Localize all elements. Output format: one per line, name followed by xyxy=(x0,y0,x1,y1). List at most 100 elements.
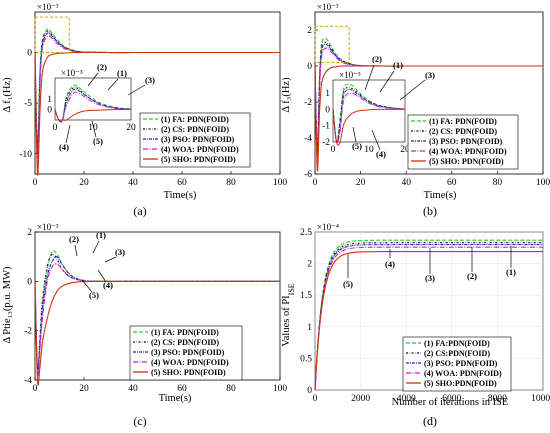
y-tick-label: 0 xyxy=(307,386,312,396)
legend-entry: (2) CS: PDN(FOID) xyxy=(161,125,229,134)
series-annotation: (1) xyxy=(506,267,516,277)
legend-entry: (4) WOA: PDN(FOID) xyxy=(151,358,229,367)
x-tick-label: 100 xyxy=(536,178,550,188)
x-tick-label: 40 xyxy=(128,178,138,188)
y-axis-label: Δ f₁(Hz) xyxy=(2,77,13,113)
x-tick-label: 4000 xyxy=(397,394,416,404)
annotation-arrow xyxy=(352,126,357,143)
series-annotation: (1) xyxy=(96,230,106,240)
legend-entry: (2) CS: PDN(FOID) xyxy=(151,338,219,347)
panel-label: (a) xyxy=(133,204,146,218)
legend-box xyxy=(129,325,243,381)
inset-series-line xyxy=(332,89,406,143)
y-tick-label: 0 xyxy=(27,49,32,59)
series-annotation: (5) xyxy=(343,279,353,289)
series-annotation: (5) xyxy=(352,141,362,151)
legend-box xyxy=(407,114,519,170)
legend-entry: (5) SHO: PDN(FOID) xyxy=(429,157,504,166)
series-annotation: (4) xyxy=(376,149,386,159)
inset-series-line xyxy=(332,108,405,146)
inset-series-line xyxy=(54,108,132,122)
inset-exponent-label: ×10⁻³ xyxy=(61,68,83,78)
annotation-arrow xyxy=(97,269,107,283)
y-exponent-label: ×10⁻⁴ xyxy=(317,222,339,232)
series-annotation: (2) xyxy=(69,234,79,244)
inset-series-line xyxy=(332,92,406,144)
y-tick-label: 2 xyxy=(27,228,32,238)
x-tick-label: 60 xyxy=(447,178,457,188)
inset-series-line xyxy=(54,91,132,123)
y-tick-label: -5 xyxy=(24,99,32,109)
y-tick-label: 0.5 xyxy=(300,354,312,364)
y-tick-label: 1 xyxy=(307,323,312,333)
legend-entry: (5) SHO:PDN(FOID) xyxy=(424,379,497,388)
legend-entry: (4) WOA: PDN(FOID) xyxy=(424,369,502,378)
y-axis-label: Values of PIISE xyxy=(281,283,296,346)
y-tick-label: 0 xyxy=(307,62,312,72)
y-tick-label: 2.5 xyxy=(300,228,312,238)
x-tick-label: 0 xyxy=(313,178,318,188)
annotation-arrow xyxy=(399,79,426,101)
legend-entry: (2) CS: PDN(FOID) xyxy=(429,127,497,136)
series-annotation: (3) xyxy=(145,75,155,85)
annotation-arrow xyxy=(107,78,119,91)
annotation-arrow xyxy=(87,72,99,87)
legend-entry: (3) PSO: PDN(FOID) xyxy=(151,348,225,357)
x-tick-label: 80 xyxy=(226,178,236,188)
panel-label: (c) xyxy=(133,414,146,428)
y-tick-label: -4 xyxy=(304,134,312,144)
y-exponent-label: ×10⁻³ xyxy=(317,2,339,12)
y-tick-label: -6 xyxy=(304,170,312,180)
x-axis-label: Time(s) xyxy=(159,393,192,404)
x-tick-label: 2000 xyxy=(351,394,370,404)
legend-entry: (3) PSO: PDN(FOID) xyxy=(424,359,498,368)
series-annotation: (4) xyxy=(103,280,113,290)
y-axis-label: Δ Ptie₁₃(p.u. MW) xyxy=(2,266,13,344)
series-line xyxy=(314,251,543,391)
legend-entry: (2) CS:PDN(FOID) xyxy=(424,349,490,358)
annotation-arrow xyxy=(104,256,117,263)
inset-x-tick-label: 0 xyxy=(331,145,336,155)
inset-y-tick-label: -1 xyxy=(322,122,330,132)
x-tick-label: 40 xyxy=(128,384,138,394)
annotation-arrow xyxy=(364,64,375,91)
x-tick-label: 80 xyxy=(226,384,236,394)
inset-frame xyxy=(332,79,406,143)
x-tick-label: 20 xyxy=(79,178,89,188)
annotation-arrow xyxy=(92,240,100,254)
legend-entry: (1) FA:PDN(FOID) xyxy=(424,339,490,348)
inset-y-tick-label: 0 xyxy=(47,106,52,116)
x-tick-label: 20 xyxy=(79,384,89,394)
series-annotation: (1) xyxy=(117,68,127,78)
legend-entry: (1) FA: PDN(FOID) xyxy=(429,117,497,126)
series-annotation: (5) xyxy=(93,136,103,146)
legend-entry: (3) PSO: PDN(FOID) xyxy=(161,135,235,144)
series-line xyxy=(34,51,280,176)
y-tick-label: -2 xyxy=(24,327,32,337)
x-tick-label: 0 xyxy=(33,384,38,394)
y-tick-label: 1.5 xyxy=(300,291,312,301)
x-tick-label: 80 xyxy=(493,178,503,188)
x-tick-label: 20 xyxy=(356,178,366,188)
inset-x-tick-label: 20 xyxy=(126,123,136,133)
legend-entry: (1) FA: PDN(FOID) xyxy=(151,328,219,337)
series-annotation: (2) xyxy=(467,271,477,281)
annotation-arrow xyxy=(74,244,78,257)
inset-x-tick-label: 20 xyxy=(400,145,410,155)
x-tick-label: 40 xyxy=(401,178,411,188)
zoom-region xyxy=(314,25,350,63)
x-tick-label: 6000 xyxy=(442,394,461,404)
y-tick-label: -4 xyxy=(24,376,32,386)
series-line xyxy=(314,239,543,391)
y-tick-label: -2 xyxy=(304,98,312,108)
series-annotation: (5) xyxy=(89,290,99,300)
y-tick-label: 0 xyxy=(27,277,32,287)
x-tick-label: 100 xyxy=(273,384,288,394)
inset-exponent-label: ×10⁻³ xyxy=(339,70,361,80)
series-annotation: (4) xyxy=(385,259,395,269)
inset-x-tick-label: 0 xyxy=(53,123,58,133)
y-axis-label-main: Values of PI xyxy=(281,295,292,347)
inset-y-tick-label: 1 xyxy=(47,95,52,105)
